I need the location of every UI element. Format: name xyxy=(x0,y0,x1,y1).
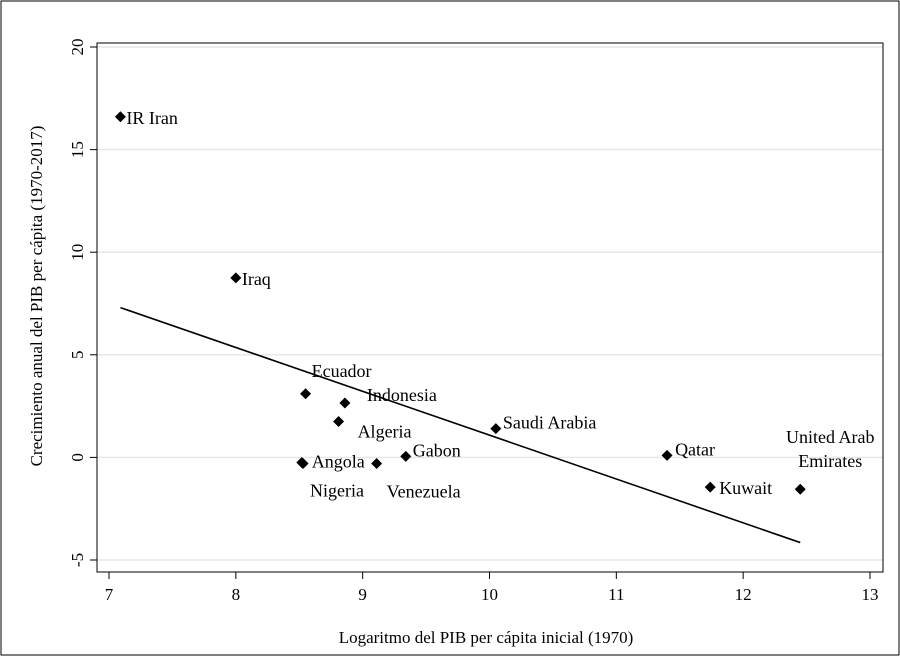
x-tick-label: 9 xyxy=(358,585,367,604)
point-label: IR Iran xyxy=(126,108,177,128)
data-point-marker xyxy=(490,423,502,435)
data-point-marker xyxy=(300,388,312,400)
x-axis-ticks: 7 8 9 10 11 12 13 xyxy=(105,572,879,604)
point-label: Algeria xyxy=(358,421,412,441)
data-point-marker xyxy=(400,450,412,462)
point-label: Iraq xyxy=(242,269,271,289)
data-point-marker xyxy=(297,458,309,470)
y-axis-ticks: -5 0 5 10 15 20 xyxy=(68,39,97,567)
x-tick-label: 13 xyxy=(862,585,879,604)
data-point-marker xyxy=(704,481,716,493)
x-tick-label: 8 xyxy=(232,585,241,604)
grid-lines xyxy=(97,46,883,561)
point-label: Saudi Arabia xyxy=(503,413,596,433)
data-point-marker xyxy=(371,458,383,470)
y-tick-label: 10 xyxy=(68,244,87,261)
point-label: Kuwait xyxy=(719,478,772,498)
point-label: Emirates xyxy=(798,451,862,471)
point-label: Angola xyxy=(312,452,365,472)
data-point-marker xyxy=(333,415,345,427)
x-axis-title: Logaritmo del PIB per cápita inicial (19… xyxy=(339,628,634,647)
point-label: United Arab xyxy=(786,427,874,447)
point-label: Nigeria xyxy=(310,481,364,501)
data-point-marker xyxy=(794,483,806,495)
y-tick-label: -5 xyxy=(68,553,87,567)
data-point-marker xyxy=(661,449,673,461)
x-tick-label: 11 xyxy=(608,585,624,604)
y-axis-title: Crecimiento anual del PIB per cápita (19… xyxy=(27,126,46,467)
data-point-marker xyxy=(339,397,351,409)
x-tick-label: 7 xyxy=(105,585,114,604)
point-label: Ecuador xyxy=(312,361,372,381)
point-label: Indonesia xyxy=(367,385,437,405)
point-label: Venezuela xyxy=(387,482,461,502)
point-label: Gabon xyxy=(413,440,461,460)
trendline xyxy=(120,306,801,544)
fitted-line xyxy=(120,306,801,544)
y-tick-label: 15 xyxy=(68,141,87,158)
y-tick-label: 5 xyxy=(68,351,87,360)
data-points xyxy=(114,111,806,495)
point-label: Qatar xyxy=(675,439,715,459)
x-tick-label: 12 xyxy=(735,585,752,604)
point-labels: IR Iran Iraq Ecuador Indonesia Algeria Angola… xyxy=(126,108,874,502)
y-tick-label: 20 xyxy=(68,39,87,56)
data-point-marker xyxy=(230,272,242,284)
data-point-marker xyxy=(114,111,126,123)
y-tick-label: 0 xyxy=(68,453,87,462)
x-tick-label: 10 xyxy=(481,585,498,604)
